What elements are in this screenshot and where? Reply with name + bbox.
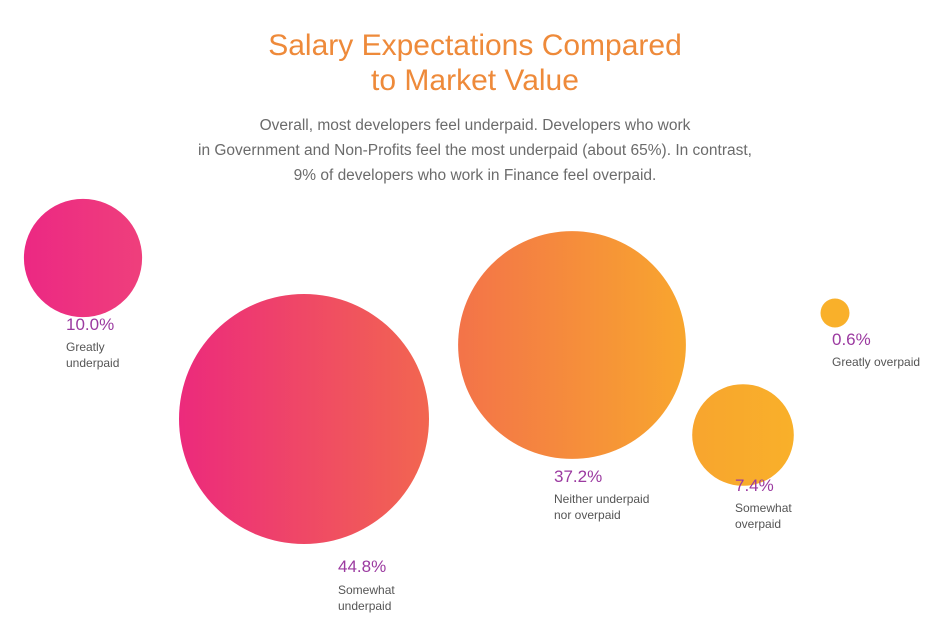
bubble-greatly-overpaid [820,298,850,328]
category-label-somewhat-underpaid-line-1: Somewhat [338,583,395,597]
category-label-greatly-overpaid-line-1: Greatly overpaid [832,355,920,369]
category-label-neither-line-1: Neither underpaid [554,492,649,506]
category-label-somewhat-overpaid-line-2: overpaid [735,517,781,531]
bubble-somewhat-overpaid [692,384,794,486]
category-label-greatly-underpaid-line-1: Greatly [66,340,105,354]
bubble-neither [458,231,686,459]
category-label-neither-line-2: nor overpaid [554,508,621,522]
category-label-somewhat-overpaid-line-1: Somewhat [735,501,792,515]
chart-subtitle-line-2: in Government and Non-Profits feel the m… [198,142,752,159]
category-label-greatly-underpaid-line-2: underpaid [66,356,119,370]
value-label-neither: 37.2% [554,467,602,486]
value-label-greatly-underpaid: 10.0% [66,315,114,334]
chart-title-line-2: to Market Value [371,64,579,97]
value-label-somewhat-underpaid: 44.8% [338,557,386,576]
value-label-greatly-overpaid: 0.6% [832,330,871,349]
chart-title: Salary Expectations Compared to Market V… [0,28,950,98]
chart-title-line-1: Salary Expectations Compared [268,29,682,62]
chart-subtitle-line-3: 9% of developers who work in Finance fee… [293,167,657,184]
bubble-somewhat-underpaid [179,294,429,544]
bubble-greatly-underpaid [23,198,143,318]
category-label-somewhat-underpaid-line-2: underpaid [338,599,391,613]
value-label-somewhat-overpaid: 7.4% [735,476,774,495]
chart-subtitle: Overall, most developers feel underpaid.… [0,113,950,188]
chart-subtitle-line-1: Overall, most developers feel underpaid.… [259,117,691,134]
